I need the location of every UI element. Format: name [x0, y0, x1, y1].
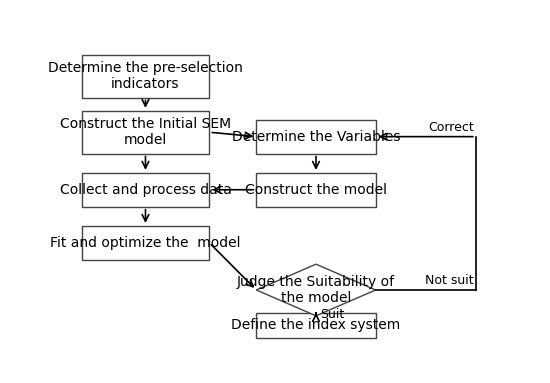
- Text: Fit and optimize the  model: Fit and optimize the model: [50, 236, 241, 250]
- Text: Construct the model: Construct the model: [245, 183, 387, 197]
- FancyBboxPatch shape: [81, 173, 210, 207]
- Text: Construct the Initial SEM
model: Construct the Initial SEM model: [60, 117, 231, 147]
- Polygon shape: [256, 264, 376, 316]
- FancyBboxPatch shape: [81, 55, 210, 98]
- FancyBboxPatch shape: [256, 173, 376, 207]
- Text: Correct: Correct: [428, 121, 474, 134]
- FancyBboxPatch shape: [81, 226, 210, 260]
- Text: Determine the pre-selection
indicators: Determine the pre-selection indicators: [48, 61, 243, 91]
- Text: Judge the Suitability of
the model: Judge the Suitability of the model: [237, 275, 395, 305]
- FancyBboxPatch shape: [256, 313, 376, 338]
- Text: Collect and process data: Collect and process data: [59, 183, 232, 197]
- FancyBboxPatch shape: [81, 111, 210, 154]
- Text: Not suit: Not suit: [425, 274, 474, 287]
- Text: Define the index system: Define the index system: [232, 318, 400, 332]
- FancyBboxPatch shape: [256, 119, 376, 154]
- Text: Suit: Suit: [320, 308, 344, 321]
- Text: Determine the Variables: Determine the Variables: [232, 129, 400, 144]
